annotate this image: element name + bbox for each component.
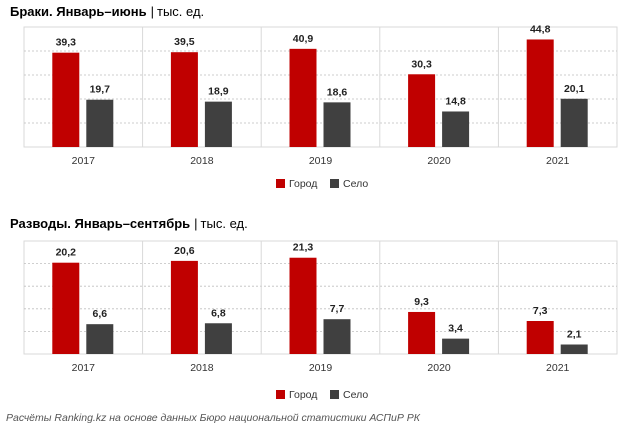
chart-title-text: Браки. Январь–июнь (10, 4, 147, 19)
legend-swatch-city (276, 179, 285, 188)
bar-village (442, 338, 470, 354)
data-label: 6,6 (92, 308, 107, 320)
bar-village (323, 319, 351, 354)
title-separator: | (150, 4, 154, 19)
bar-city (170, 260, 198, 354)
source-footnote: Расчёты Ranking.kz на основе данных Бюро… (6, 412, 420, 424)
data-label: 39,5 (174, 36, 195, 48)
legend-swatch-city (276, 390, 285, 399)
legend-swatch-village (330, 179, 339, 188)
data-label: 18,6 (327, 86, 348, 98)
bar-city (170, 52, 198, 148)
data-label: 21,3 (293, 242, 314, 254)
bar-city (289, 257, 317, 354)
bar-village (323, 102, 351, 147)
data-label: 20,2 (56, 247, 77, 259)
x-tick-label: 2018 (190, 155, 214, 167)
data-label: 9,3 (414, 296, 429, 308)
x-tick-label: 2020 (427, 362, 451, 374)
chart-title-text: Разводы. Январь–сентябрь (10, 216, 191, 231)
chart-unit: тыс. ед. (200, 216, 248, 231)
chart-title-divorces: Разводы. Январь–сентябрь | тыс. ед. (10, 216, 248, 231)
x-tick-label: 2019 (309, 155, 333, 167)
x-tick-label: 2018 (190, 362, 214, 374)
bar-city (408, 311, 436, 354)
data-label: 20,1 (564, 83, 585, 95)
bar-village (86, 324, 114, 354)
legend-label: Город (289, 389, 317, 401)
data-label: 19,7 (90, 84, 111, 96)
bar-city (52, 262, 80, 354)
data-label: 6,8 (211, 307, 226, 319)
data-label: 7,3 (533, 305, 548, 317)
bar-village (204, 101, 232, 147)
chart-title-marriages: Браки. Январь–июнь | тыс. ед. (10, 4, 204, 19)
bar-city (526, 39, 554, 148)
x-tick-label: 2021 (546, 155, 570, 167)
legend-label: Село (343, 389, 368, 401)
title-separator: | (194, 216, 198, 231)
bar-village (86, 99, 114, 147)
x-tick-label: 2017 (72, 155, 96, 167)
legend-swatch-village (330, 390, 339, 399)
data-label: 2,1 (567, 329, 582, 341)
data-label: 7,7 (330, 303, 345, 315)
plot-area-frame (23, 26, 618, 148)
data-label: 14,8 (445, 95, 466, 107)
legend-label: Село (343, 178, 368, 190)
x-tick-label: 2020 (427, 155, 451, 167)
legend-label: Город (289, 178, 317, 190)
x-tick-label: 2021 (546, 362, 570, 374)
x-tick-label: 2019 (309, 362, 333, 374)
data-label: 3,4 (448, 323, 463, 335)
plot-area-frame (23, 240, 618, 355)
data-label: 18,9 (208, 86, 229, 98)
bar-village (560, 344, 588, 354)
bar-city (52, 52, 80, 147)
x-tick-label: 2017 (72, 362, 96, 374)
data-label: 44,8 (530, 23, 551, 35)
bar-city (289, 48, 317, 148)
bar-city (526, 321, 554, 354)
data-label: 20,6 (174, 245, 195, 257)
bar-village (442, 111, 470, 147)
bar-city (408, 74, 436, 147)
bar-village (560, 98, 588, 147)
data-label: 40,9 (293, 33, 314, 45)
chart-unit: тыс. ед. (156, 4, 205, 19)
data-label: 30,3 (411, 58, 432, 70)
bar-village (204, 323, 232, 354)
data-label: 39,3 (56, 37, 77, 49)
